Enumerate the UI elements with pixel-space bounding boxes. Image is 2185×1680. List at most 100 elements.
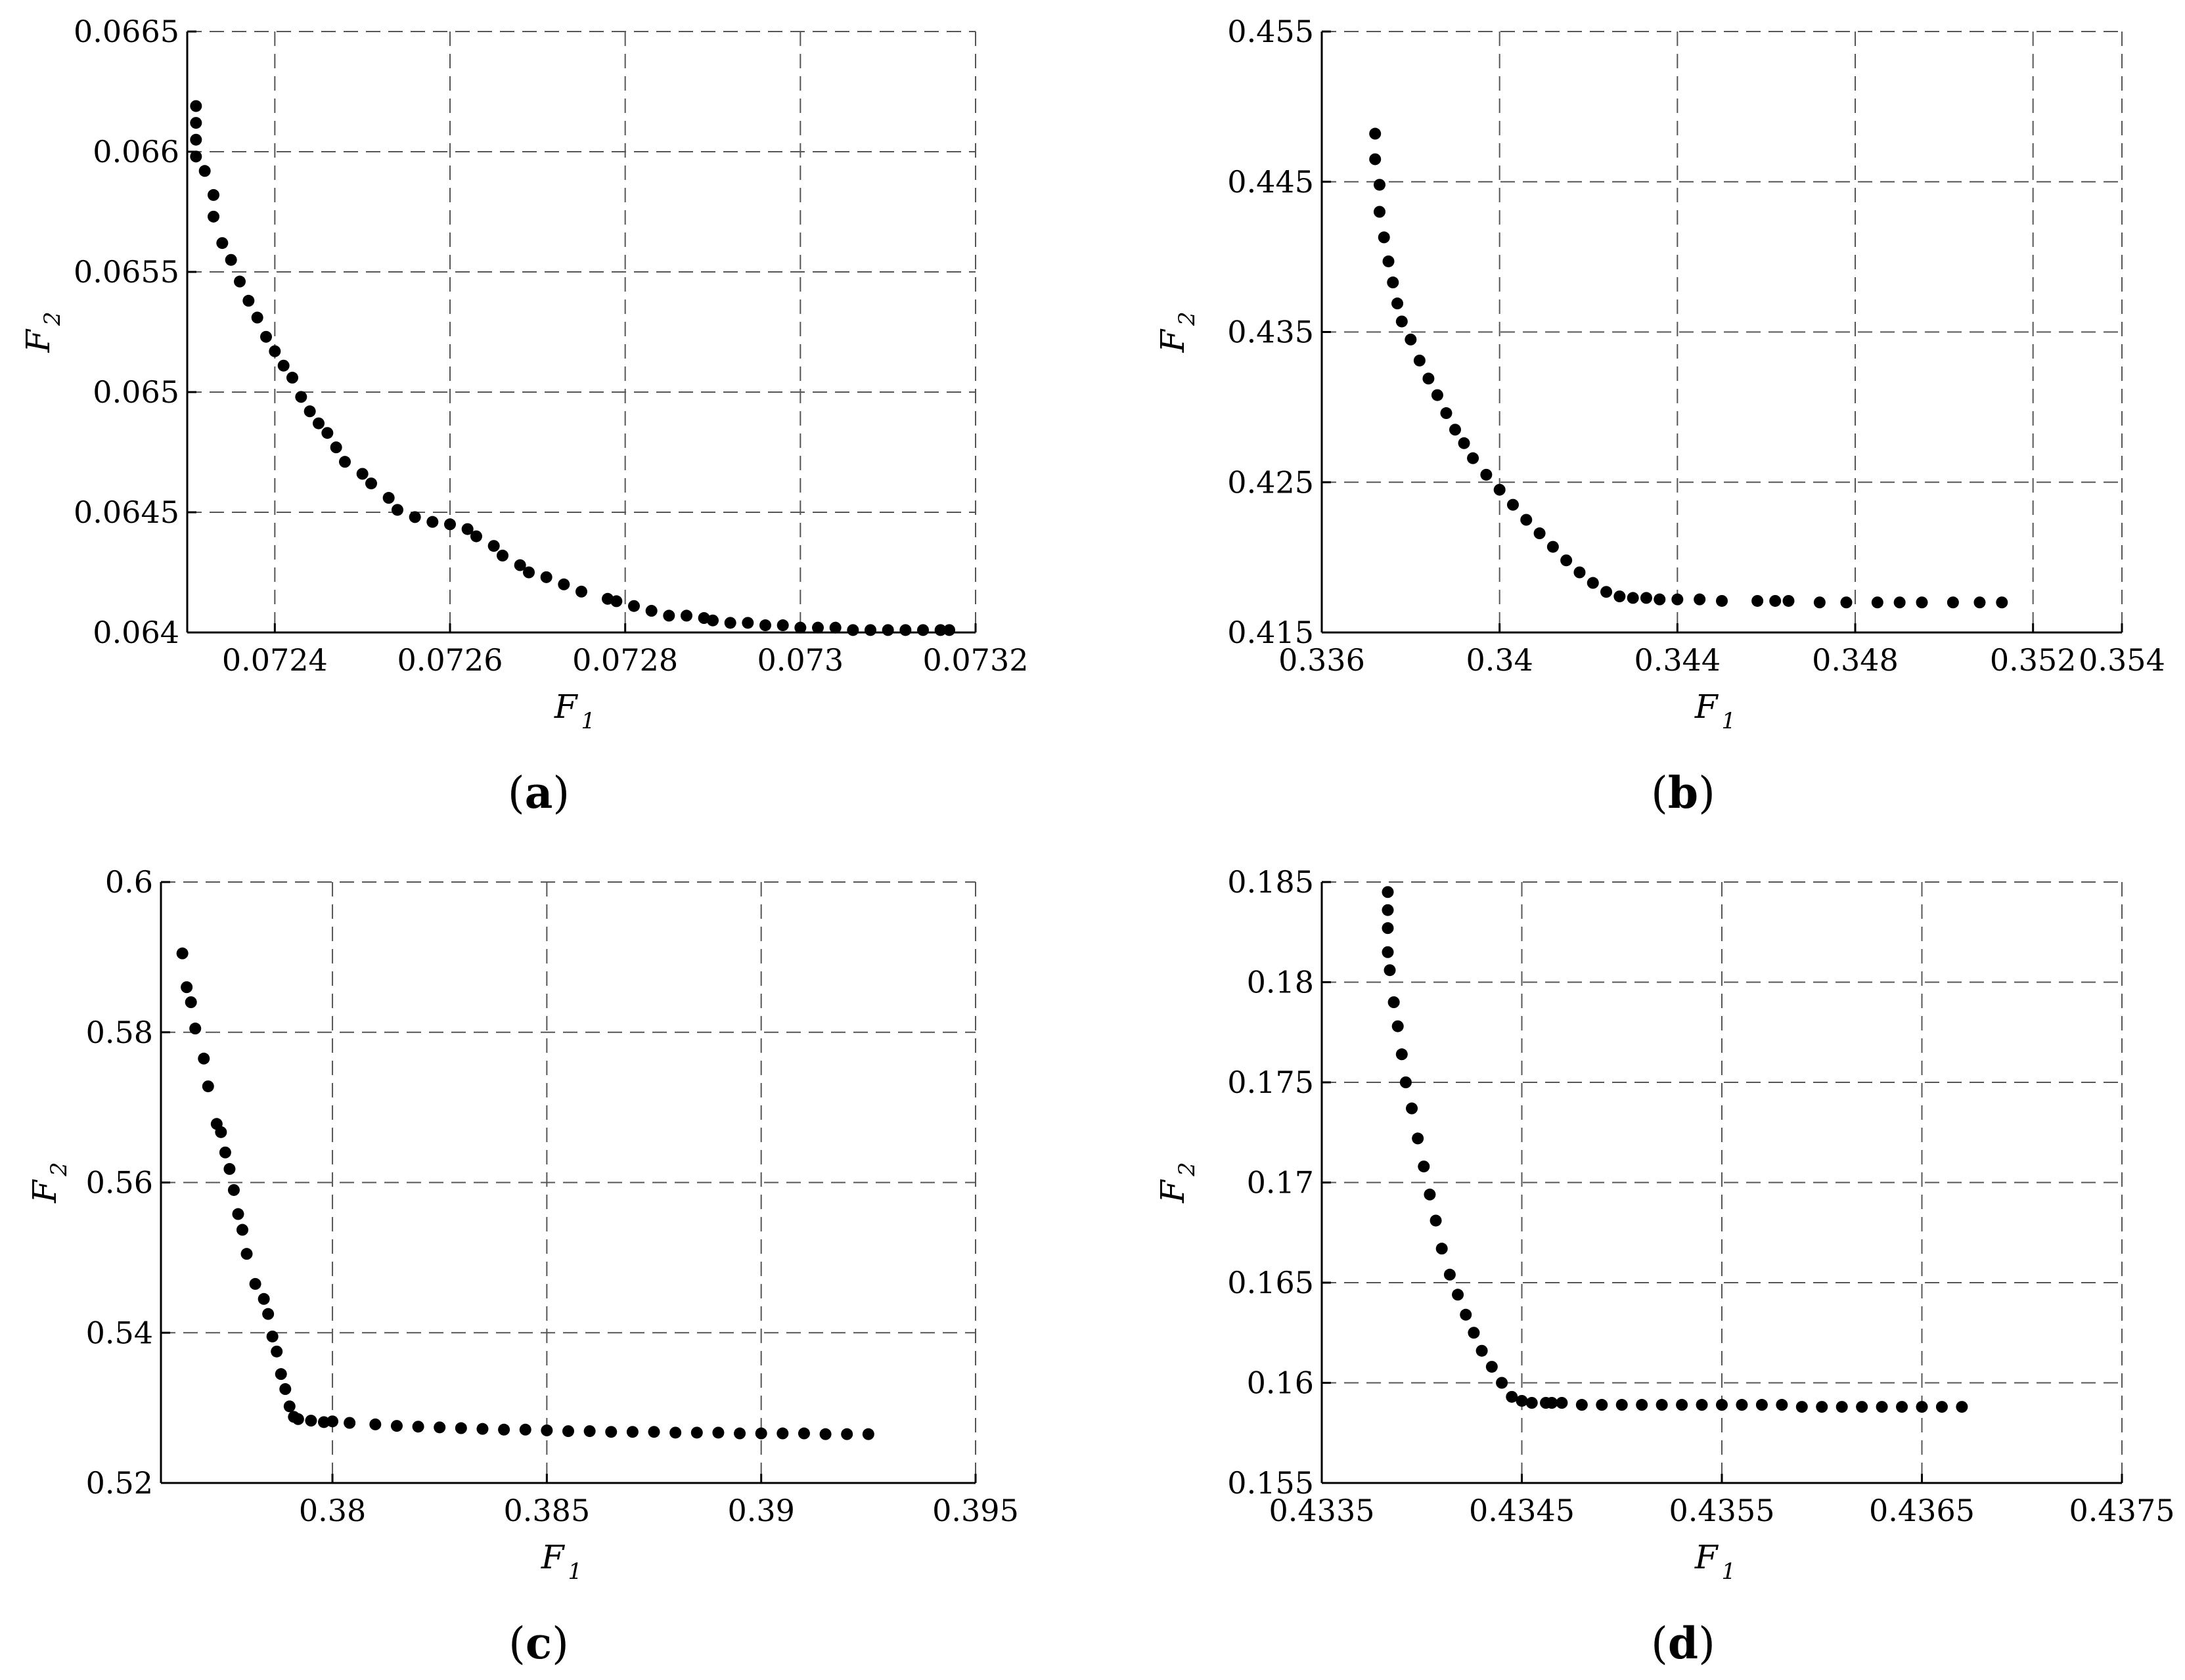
- data-point: [283, 1400, 296, 1413]
- data-point: [470, 530, 482, 542]
- data-point: [1876, 1401, 1888, 1413]
- data-point: [755, 1427, 767, 1440]
- data-point: [605, 1426, 618, 1438]
- data-point: [1546, 541, 1559, 553]
- data-point: [208, 188, 219, 201]
- data-point: [216, 237, 229, 250]
- y-tick-label: 0.435: [1227, 315, 1314, 350]
- data-point: [1485, 1361, 1498, 1373]
- data-point: [190, 117, 202, 129]
- data-point: [1460, 1308, 1472, 1321]
- y-axis-label-main: F: [1154, 1179, 1192, 1204]
- data-point: [1871, 596, 1883, 609]
- data-point: [1369, 127, 1382, 140]
- data-point: [1496, 1377, 1508, 1389]
- data-point: [1378, 231, 1390, 244]
- data-point: [1449, 424, 1461, 436]
- data-point: [943, 624, 955, 636]
- data-point: [190, 133, 202, 146]
- panel-label-close-paren: ): [1698, 768, 1715, 818]
- data-point: [1516, 1394, 1528, 1407]
- data-point: [344, 1417, 356, 1429]
- x-tick-label: 0.354: [2079, 642, 2165, 678]
- data-point: [1382, 886, 1394, 898]
- data-point: [759, 619, 771, 632]
- data-point: [829, 621, 842, 634]
- data-point: [882, 624, 894, 636]
- data-point: [356, 468, 369, 480]
- data-point: [1506, 1390, 1518, 1403]
- panel-label-open-paren: (: [508, 768, 525, 818]
- data-point: [575, 585, 587, 598]
- x-tick-label: 0.4375: [2069, 1493, 2175, 1528]
- chart-panel-a: 0.0724 0.0726 0.0728 0.073 0.0732 0.064 0.0645…: [19, 14, 1028, 818]
- series-c: [176, 947, 874, 1440]
- x-axis-label-main: F: [554, 688, 579, 726]
- data-point: [734, 1427, 746, 1440]
- data-point: [1676, 1399, 1688, 1411]
- data-point: [1856, 1401, 1868, 1413]
- data-point: [1782, 594, 1795, 607]
- data-point: [1405, 333, 1417, 345]
- data-point: [1560, 554, 1573, 567]
- data-point: [519, 1423, 531, 1436]
- data-point: [1755, 1399, 1768, 1411]
- data-point: [724, 617, 736, 629]
- data-point: [277, 359, 290, 372]
- data-point: [558, 578, 570, 590]
- data-point: [369, 1418, 382, 1430]
- x-tick-label: 0.073: [757, 642, 844, 678]
- data-point: [266, 1330, 279, 1342]
- data-point: [330, 441, 342, 454]
- x-axis-label-main: F: [1694, 1538, 1719, 1576]
- data-point: [1575, 1399, 1588, 1411]
- data-point: [461, 523, 474, 535]
- y-tick-label: 0.56: [86, 1165, 153, 1201]
- data-point: [1893, 596, 1906, 609]
- data-point: [365, 477, 377, 490]
- panel-label-close-paren: ): [552, 768, 570, 818]
- y-tick-label: 0.0645: [74, 495, 179, 530]
- panel-label-letter: b: [1668, 767, 1698, 818]
- data-point: [434, 1421, 446, 1434]
- data-point: [227, 1183, 240, 1196]
- data-point: [1533, 527, 1546, 540]
- data-point: [1475, 1344, 1488, 1357]
- data-point: [1435, 1243, 1448, 1255]
- data-point: [862, 1428, 874, 1440]
- x-tick-label: 0.352: [1990, 642, 2077, 678]
- data-point: [917, 624, 929, 636]
- data-point: [1382, 922, 1394, 935]
- panel-label-letter: c: [526, 1618, 552, 1669]
- panel-label-open-paren: (: [508, 1618, 526, 1669]
- x-tick-label: 0.4355: [1669, 1493, 1775, 1528]
- data-point: [1736, 1399, 1748, 1411]
- data-point: [1836, 1401, 1848, 1413]
- y-tick-label: 0.425: [1227, 464, 1314, 500]
- data-point: [189, 1023, 202, 1035]
- x-tick-label: 0.336: [1278, 642, 1365, 678]
- y-tick-label: 0.16: [1247, 1365, 1314, 1401]
- data-point: [202, 1080, 214, 1093]
- data-point: [1480, 468, 1493, 481]
- x-tick-label: 0.39: [727, 1493, 794, 1528]
- data-point: [1694, 593, 1706, 606]
- data-point: [1813, 596, 1826, 609]
- data-point: [690, 1426, 703, 1439]
- data-point: [1440, 407, 1453, 420]
- data-point: [1373, 206, 1385, 218]
- y-tick-label: 0.165: [1227, 1265, 1314, 1300]
- data-point: [1996, 596, 2008, 609]
- y-tick-label: 0.066: [93, 134, 179, 169]
- data-point: [1406, 1102, 1418, 1115]
- data-point: [409, 511, 421, 523]
- data-point: [794, 621, 807, 634]
- data-point: [487, 540, 500, 552]
- data-point: [1654, 593, 1666, 606]
- data-point: [1384, 964, 1396, 977]
- data-point: [1627, 592, 1639, 604]
- series-d: [1382, 886, 1968, 1413]
- data-point: [1896, 1401, 1908, 1413]
